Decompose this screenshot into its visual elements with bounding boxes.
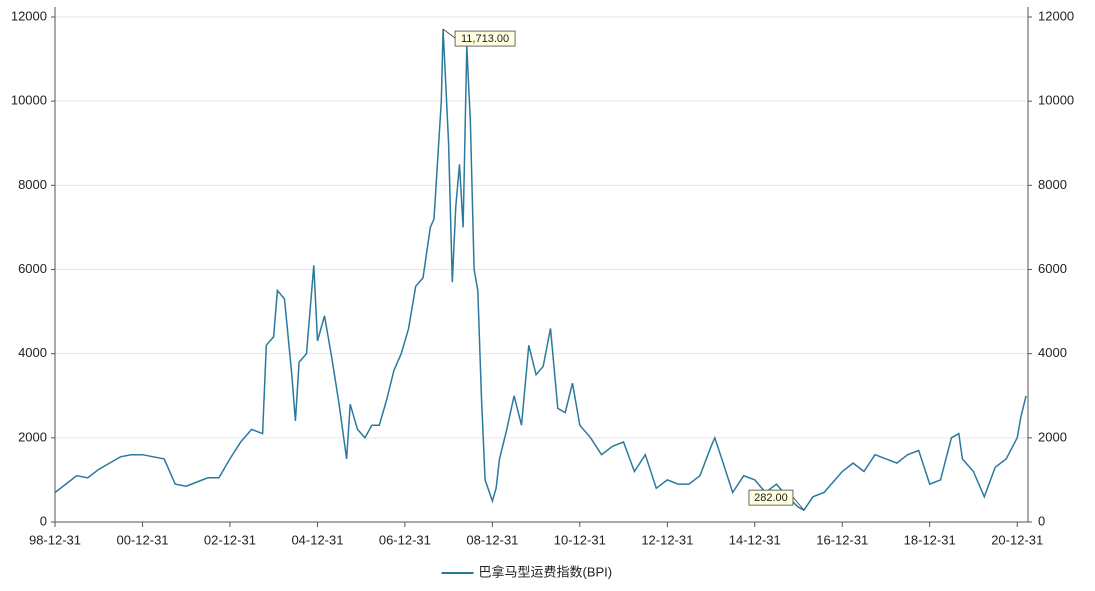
x-tick-label: 18-12-31 <box>904 532 956 547</box>
x-tick-label: 12-12-31 <box>641 532 693 547</box>
annotation-box <box>454 30 516 47</box>
annotation-arrow <box>792 496 805 511</box>
y-tick-label: 12000 <box>11 8 47 23</box>
y-tick-label: 4000 <box>18 345 47 360</box>
y2-tick-label: 6000 <box>1038 261 1067 276</box>
y-tick-label: 8000 <box>18 177 47 192</box>
y2-tick-label: 10000 <box>1038 93 1074 108</box>
x-tick-label: 08-12-31 <box>466 532 518 547</box>
y-tick-label: 6000 <box>18 261 47 276</box>
x-tick-label: 10-12-31 <box>554 532 606 547</box>
y2-tick-label: 0 <box>1038 513 1045 528</box>
x-tick-label: 16-12-31 <box>816 532 868 547</box>
annotation-box <box>748 489 794 506</box>
y-tick-label: 0 <box>40 513 47 528</box>
x-tick-label: 98-12-31 <box>29 532 81 547</box>
x-tick-label: 06-12-31 <box>379 532 431 547</box>
legend-label: 巴拿马型运费指数(BPI) <box>479 564 613 579</box>
series-line <box>54 29 1027 512</box>
y-tick-label: 2000 <box>18 429 47 444</box>
y2-tick-label: 8000 <box>1038 177 1067 192</box>
x-tick-label: 20-12-31 <box>991 532 1043 547</box>
y-tick-label: 10000 <box>11 93 47 108</box>
y2-tick-label: 2000 <box>1038 429 1067 444</box>
x-tick-label: 14-12-31 <box>729 532 781 547</box>
annotation-arrow <box>442 28 456 39</box>
y2-tick-label: 4000 <box>1038 345 1067 360</box>
x-tick-label: 00-12-31 <box>117 532 169 547</box>
x-tick-label: 04-12-31 <box>291 532 343 547</box>
x-tick-label: 02-12-31 <box>204 532 256 547</box>
y2-tick-label: 12000 <box>1038 8 1074 23</box>
annotation-label: 282.00 <box>754 492 788 504</box>
annotation-label: 11,713.00 <box>461 33 509 45</box>
